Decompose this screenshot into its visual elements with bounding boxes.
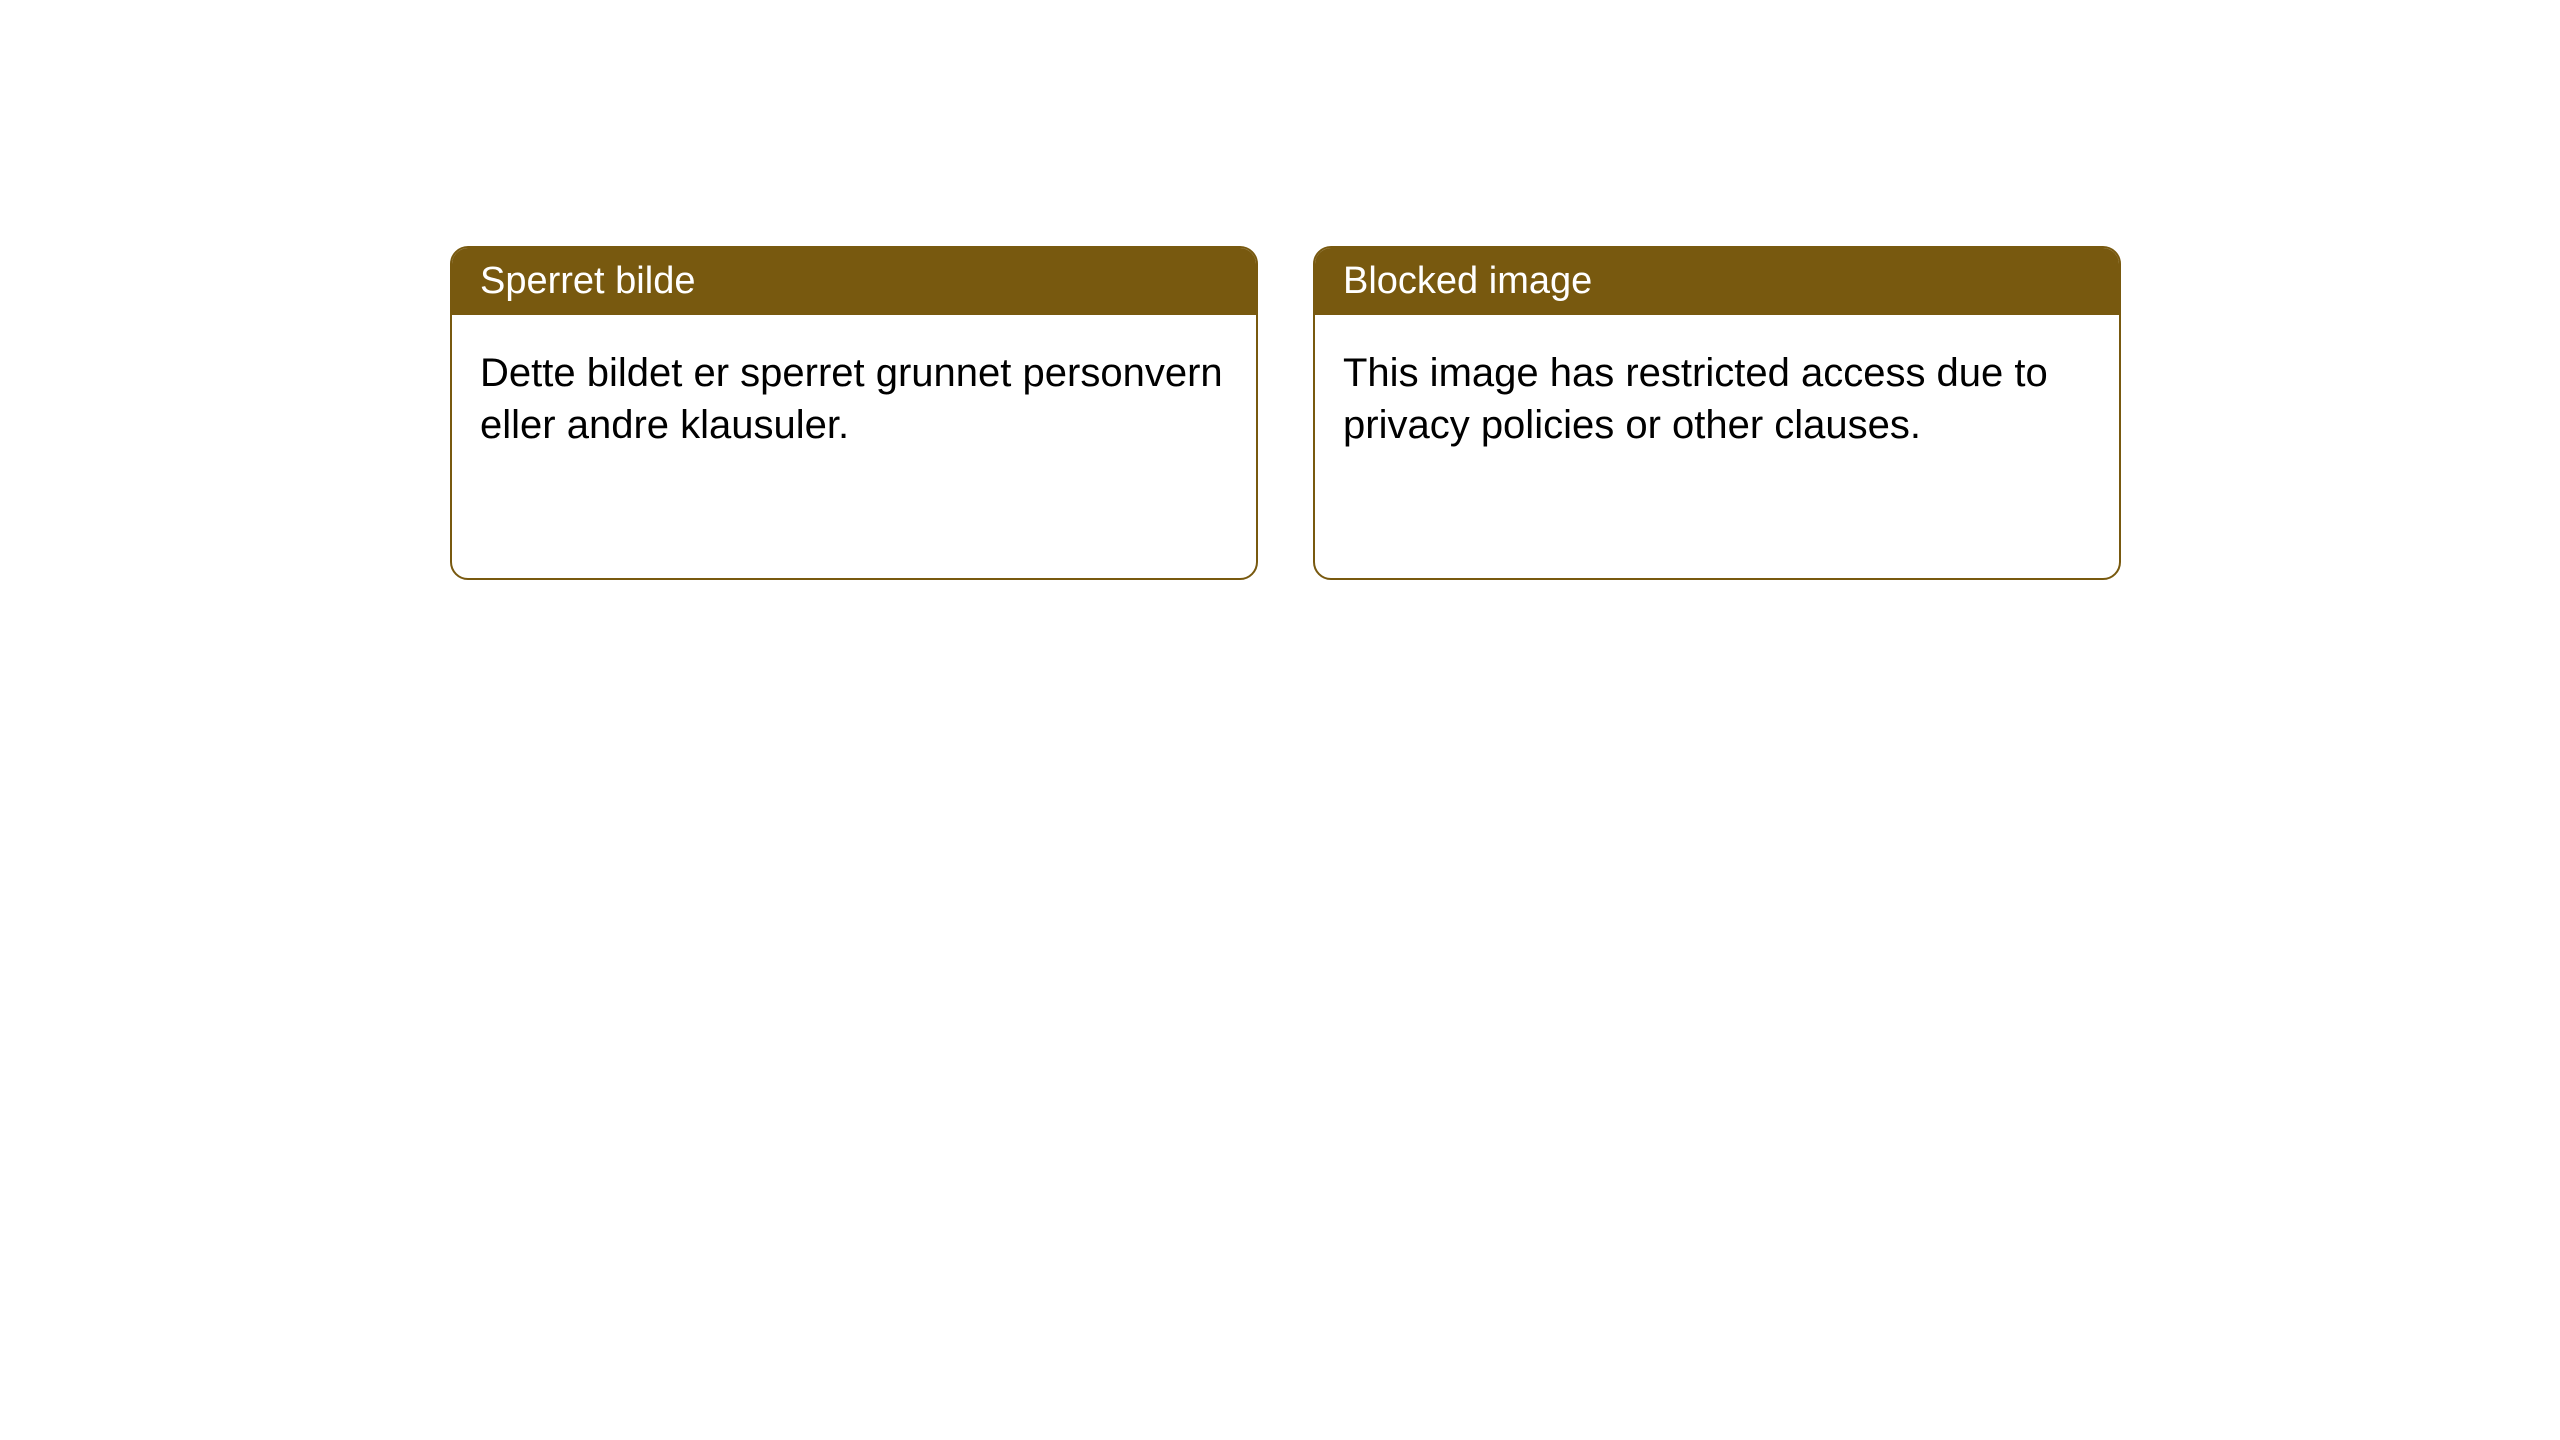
notice-body: This image has restricted access due to …	[1315, 315, 2119, 483]
notice-body: Dette bildet er sperret grunnet personve…	[452, 315, 1256, 483]
notice-title: Blocked image	[1343, 260, 1592, 302]
notice-text: Dette bildet er sperret grunnet personve…	[480, 351, 1223, 447]
notice-text: This image has restricted access due to …	[1343, 351, 2048, 447]
notice-header: Sperret bilde	[452, 248, 1256, 315]
notice-box-norwegian: Sperret bilde Dette bildet er sperret gr…	[450, 246, 1258, 580]
notice-title: Sperret bilde	[480, 260, 695, 302]
notice-container: Sperret bilde Dette bildet er sperret gr…	[0, 0, 2560, 580]
notice-box-english: Blocked image This image has restricted …	[1313, 246, 2121, 580]
notice-header: Blocked image	[1315, 248, 2119, 315]
